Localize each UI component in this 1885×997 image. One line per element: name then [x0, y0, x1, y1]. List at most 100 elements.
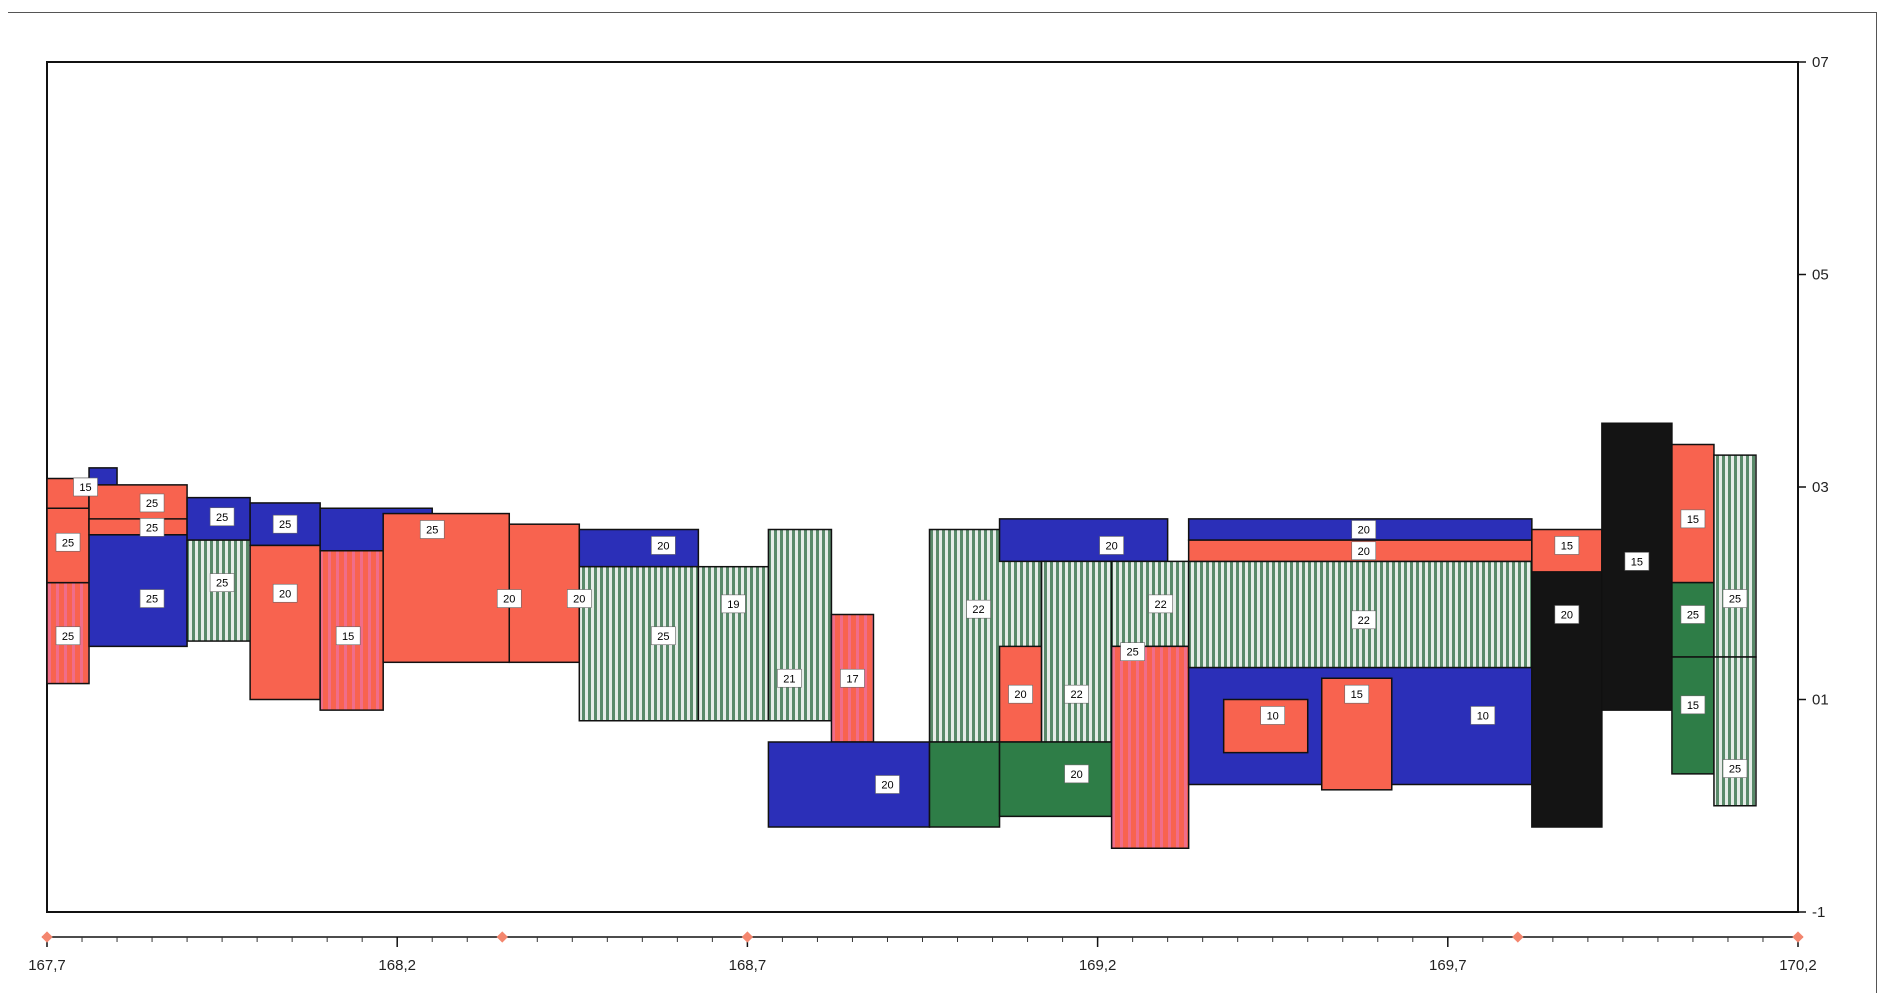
y-axis: 07 05 03 01 -1 [1798, 54, 1829, 921]
layer-label: 20 [657, 540, 669, 552]
layer-label: 15 [1561, 540, 1573, 552]
layer-label-box [1120, 642, 1145, 661]
layer-label-box [1554, 536, 1580, 555]
layer-label: 25 [62, 631, 74, 643]
layer-block [382, 512, 511, 664]
layer-block [998, 518, 1169, 563]
x-tick-label: 170,2 [1779, 957, 1817, 974]
layer-label-box [1680, 509, 1706, 529]
layer-block [697, 565, 770, 722]
y-tick-label: 05 [1812, 267, 1829, 284]
layer-label: 20 [1561, 610, 1573, 622]
layer-block [1040, 560, 1113, 743]
layer-block [249, 544, 321, 701]
x-axis-marker [41, 931, 53, 943]
layer-label: 25 [426, 525, 438, 537]
layer-label: 15 [79, 482, 91, 494]
layer-label-box [272, 514, 298, 534]
layer-label-box [139, 518, 165, 537]
layer-label: 20 [1014, 689, 1026, 701]
layer-label-box [272, 583, 298, 603]
layer-block [578, 565, 700, 722]
layer-label: 25 [1126, 647, 1138, 659]
layer-label: 25 [216, 512, 228, 524]
layer-label-box [1064, 764, 1089, 784]
x-tick-label: 169,2 [1079, 957, 1117, 974]
layer-label-box [139, 589, 165, 608]
x-axis-marker [496, 931, 508, 943]
layer-label-box [567, 589, 592, 608]
layer-label: 20 [1358, 525, 1370, 537]
layer-label: 15 [1351, 689, 1363, 701]
layer-label: 20 [573, 594, 585, 606]
layer-label-box [1351, 610, 1377, 630]
x-axis-marker [741, 931, 754, 943]
layer-label: 25 [657, 631, 669, 643]
layer-block [767, 741, 931, 828]
layer-label-box [1680, 605, 1706, 624]
layer-label-box [1351, 520, 1377, 539]
layer-label: 22 [1070, 689, 1082, 701]
layer-label-box [335, 626, 361, 646]
layer-block [1713, 656, 1757, 807]
layer-label: 25 [1687, 610, 1699, 622]
layer-block [88, 518, 188, 536]
layer-label-box [209, 507, 235, 527]
layer-label: 22 [1358, 615, 1370, 627]
layer-label-box [209, 573, 235, 592]
layer-label-box [55, 626, 81, 646]
layer-label: 21 [783, 673, 795, 685]
layer-label-box [1064, 684, 1089, 704]
y-tick-label: 03 [1812, 479, 1829, 496]
layer-label: 15 [1687, 700, 1699, 712]
layer-label: 25 [146, 594, 158, 606]
layer-label: 25 [62, 537, 74, 549]
layer-label-box [496, 589, 522, 608]
x-tick-label: 167,7 [28, 957, 66, 974]
layer-label: 25 [146, 498, 158, 510]
layer-label-box [1722, 759, 1748, 778]
layer-label-box [1260, 706, 1285, 725]
layer-label-box [1008, 684, 1033, 704]
layer-label-box [419, 520, 445, 539]
layer-label: 10 [1267, 710, 1279, 722]
layer-block [1713, 454, 1757, 658]
y-tick-label: 07 [1812, 54, 1829, 71]
layer-label: 22 [1155, 599, 1167, 611]
layer-label-box [1099, 536, 1124, 555]
layer-label-box [1344, 684, 1370, 704]
layer-block [1110, 645, 1190, 849]
layer-label: 10 [1477, 710, 1489, 722]
layer-label: 15 [1631, 556, 1643, 568]
layer-label: 20 [279, 588, 291, 600]
layer-label: 20 [1105, 540, 1117, 552]
layer-label: 19 [727, 599, 739, 611]
layer-label: 25 [216, 578, 228, 590]
layer-label-box [1624, 552, 1650, 571]
layer-label-box [875, 775, 900, 794]
layer-label-box [73, 477, 98, 497]
layer-label: 25 [279, 519, 291, 531]
x-tick-label: 168,2 [378, 957, 416, 974]
layer-label: 22 [972, 604, 984, 616]
layers-group: 15 25 25 25 25 25 25 25 25 20 25 15 20 20 20 25 19 21 17 20… [46, 422, 1757, 849]
y-tick-label: 01 [1812, 692, 1829, 709]
layer-label-box [840, 668, 865, 688]
layer-label-box [651, 536, 676, 555]
layer-block [578, 528, 700, 568]
layer-label: 25 [1729, 764, 1741, 776]
layer-label: 20 [1358, 546, 1370, 558]
layer-label-box [1470, 706, 1496, 725]
layer-block [998, 741, 1113, 818]
layer-label-box [777, 668, 802, 688]
y-tick-label: -1 [1812, 904, 1825, 921]
x-axis-marker [1792, 931, 1804, 943]
layer-label-box [721, 594, 746, 614]
layer-block [88, 534, 188, 648]
layer-label: 15 [1687, 514, 1699, 526]
layer-label-box [1722, 589, 1748, 608]
layer-label: 20 [881, 780, 893, 792]
layer-label: 20 [1070, 769, 1082, 781]
layer-label-box [55, 532, 81, 552]
